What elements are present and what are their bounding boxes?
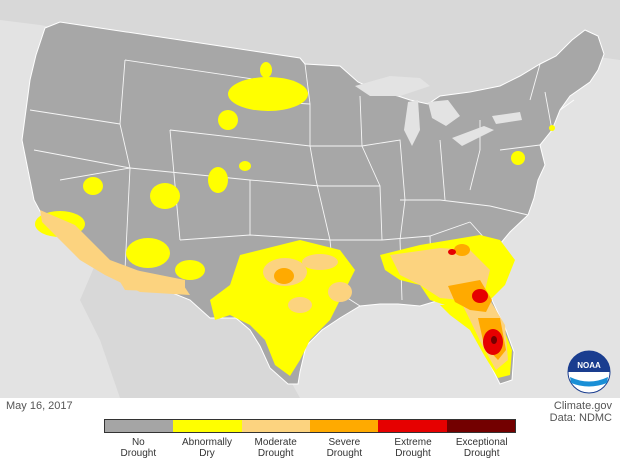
noaa-logo: NOAA <box>567 350 611 394</box>
noaa-logo-text: NOAA <box>577 361 601 370</box>
credit-line-1: Climate.gov <box>553 400 612 412</box>
legend-bar <box>104 419 516 433</box>
legend-label: No Drought <box>120 437 157 459</box>
legend-swatch <box>446 420 515 432</box>
legend-label: Severe Drought <box>326 437 363 459</box>
drought-map <box>0 0 620 398</box>
state-borders <box>29 59 575 307</box>
map-svg <box>0 0 620 398</box>
legend-label: Exceptional Drought <box>455 437 508 459</box>
legend-swatch <box>378 420 447 432</box>
credit-line-2: Data: NDMC <box>549 412 612 424</box>
mexico-land <box>80 265 300 398</box>
legend-swatch <box>241 420 310 432</box>
legend-swatch <box>309 420 379 432</box>
legend-labels: No Drought Abnormally Dry Moderate Drought Sev… <box>104 437 516 459</box>
map-date: May 16, 2017 <box>6 400 73 412</box>
legend-label: Extreme Drought <box>394 437 432 459</box>
credit: Climate.gov Data: NDMC <box>550 400 612 424</box>
canada-land <box>0 0 620 115</box>
legend-swatch <box>105 420 174 432</box>
legend-label: Abnormally Dry <box>181 437 233 459</box>
legend-label: Moderate Drought <box>254 437 297 459</box>
great-lakes <box>355 76 522 146</box>
exceptional-drought-areas <box>491 336 497 344</box>
legend-swatch <box>173 420 242 432</box>
